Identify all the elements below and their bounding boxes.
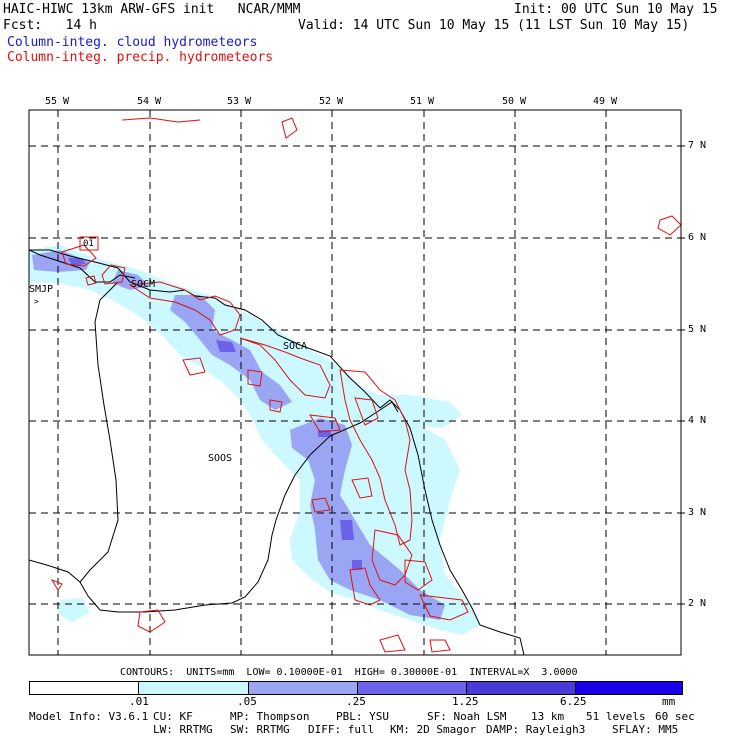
colorbar-units: mm — [662, 695, 676, 708]
colorbar-seg-4 — [466, 682, 575, 694]
footer-cu: CU: KF — [153, 710, 193, 723]
station-socm: SOCM — [131, 279, 156, 290]
colorbar-tick-1: .05 — [237, 695, 257, 708]
lat-label-6n: 6 N — [688, 232, 707, 243]
precip-contours — [50, 117, 681, 653]
colorbar-seg-5 — [575, 682, 682, 694]
forecast-hour: Fcst: 14 h — [3, 18, 97, 33]
contour-label: 01 — [83, 239, 94, 249]
coastline — [29, 249, 525, 655]
colorbar-tick-4: 6.25 — [560, 695, 587, 708]
lon-label-51w: 51 W — [410, 96, 435, 107]
model-title: HAIC-HIWC 13km ARW-GFS init NCAR/MMM — [3, 2, 301, 17]
footer-damp: DAMP: Rayleigh3 — [486, 723, 586, 736]
footer-km: KM: 2D Smagor — [390, 723, 477, 736]
colorbar-seg-1 — [138, 682, 248, 694]
lon-label-50w: 50 W — [502, 96, 527, 107]
lon-label-53w: 53 W — [227, 96, 252, 107]
lat-ticks — [681, 145, 685, 605]
station-soos: SOOS — [208, 453, 233, 464]
precip-field-title: Column-integ. precip. hydrometeors — [7, 50, 274, 65]
valid-time: Valid: 14 UTC Sun 10 May 15 (11 LST Sun … — [298, 18, 690, 33]
station-smjp-marker: > — [34, 297, 39, 306]
lon-label-52w: 52 W — [319, 96, 344, 107]
colorbar-tick-0: .01 — [129, 695, 149, 708]
colorbar — [29, 681, 683, 695]
cloud-field-title: Column-integ. cloud hydrometeors — [7, 35, 258, 50]
lon-label-54w: 54 W — [137, 96, 162, 107]
footer-resolution: 13 km — [531, 710, 565, 723]
footer-sw: SW: RRTMG — [230, 723, 290, 736]
colorbar-seg-0 — [30, 682, 138, 694]
footer-model-info: Model Info: V3.6.1 — [29, 710, 149, 723]
footer-lw: LW: RRTMG — [153, 723, 213, 736]
footer-sf: SF: Noah LSM — [427, 710, 507, 723]
station-smjp: SMJP — [29, 284, 54, 295]
lat-label-2n: 2 N — [688, 598, 707, 609]
colorbar-tick-2: .25 — [346, 695, 366, 708]
contours-info: CONTOURS: UNITS=mm LOW= 0.10000E-01 HIGH… — [120, 667, 578, 678]
footer-levels: 51 levels — [586, 710, 646, 723]
lat-label-7n: 7 N — [688, 140, 707, 151]
colorbar-tick-3: 1.25 — [452, 695, 479, 708]
footer-diff: DIFF: full — [308, 723, 375, 736]
lon-label-49w: 49 W — [593, 96, 618, 107]
cloud-shade-light — [29, 245, 480, 635]
lat-label-5n: 5 N — [688, 324, 707, 335]
footer-mp: MP: Thompson — [230, 710, 310, 723]
cloud-shade-medium — [32, 250, 445, 620]
colorbar-seg-2 — [248, 682, 357, 694]
footer-pbl: PBL: YSU — [336, 710, 389, 723]
station-soca: SOCA — [283, 341, 308, 352]
latlon-grid — [29, 110, 681, 655]
footer-sflay: SFLAY: MM5 — [612, 723, 679, 736]
colorbar-seg-3 — [357, 682, 466, 694]
lat-label-3n: 3 N — [688, 507, 707, 518]
lon-label-55w: 55 W — [45, 96, 70, 107]
footer-timestep: 60 sec — [655, 710, 695, 723]
init-time: Init: 00 UTC Sun 10 May 15 — [514, 2, 718, 17]
plot-frame — [28, 109, 682, 656]
lat-label-4n: 4 N — [688, 415, 707, 426]
